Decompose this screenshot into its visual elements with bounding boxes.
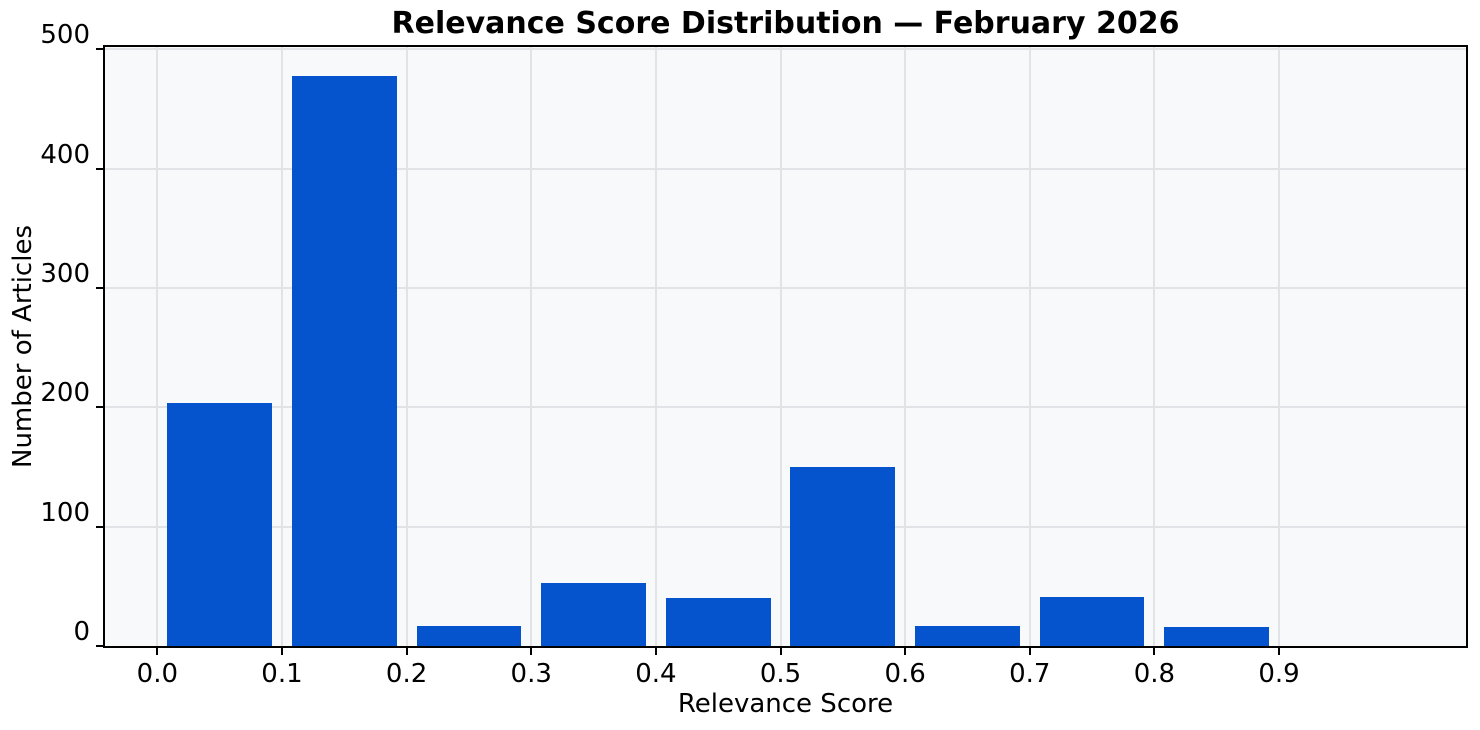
y-gridline <box>105 525 1466 528</box>
histogram-bar <box>167 402 272 646</box>
chart-title: Relevance Score Distribution — February … <box>391 6 1180 41</box>
x-gridline <box>156 47 159 646</box>
y-tick-label: 500 <box>40 20 90 51</box>
y-tick <box>96 645 105 647</box>
x-tick-label: 0.4 <box>635 659 677 689</box>
x-gridline <box>779 47 782 646</box>
y-tick <box>96 525 105 528</box>
y-gridline <box>105 406 1466 409</box>
x-tick-label: 0.2 <box>385 659 428 689</box>
y-tick-label: 100 <box>40 497 90 528</box>
x-tick <box>405 646 408 655</box>
y-tick-label: 200 <box>40 378 90 409</box>
x-gridline <box>904 47 907 646</box>
y-tick-label: 300 <box>40 259 90 290</box>
x-gridline <box>1278 47 1281 646</box>
x-tick <box>1153 646 1156 655</box>
x-axis-label: Relevance Score <box>677 689 894 719</box>
histogram-bar <box>790 467 896 646</box>
x-tick-label: 0.9 <box>1258 659 1300 689</box>
x-gridline <box>1028 47 1031 646</box>
x-tick-label: 0.8 <box>1133 659 1176 689</box>
x-gridline <box>280 47 283 646</box>
x-tick <box>1028 646 1031 655</box>
x-tick-label: 0.7 <box>1009 659 1051 689</box>
x-gridline <box>405 47 408 646</box>
x-tick <box>530 646 533 655</box>
x-tick-label: 0.1 <box>261 659 303 689</box>
x-gridline <box>1153 47 1156 646</box>
x-tick <box>904 646 907 655</box>
x-tick-label: 0.3 <box>510 659 552 689</box>
histogram-bar <box>915 625 1020 646</box>
x-tick-label: 0.0 <box>136 659 179 689</box>
plot-area: 0.0 0.1 0.2 0.3 0.4 0.5 0.6 0.7 0.8 0.9 0 100 200 300… <box>40 20 1468 689</box>
y-tick <box>96 287 105 290</box>
y-tick <box>96 167 105 170</box>
y-tick <box>96 406 105 409</box>
y-gridline <box>105 48 1466 51</box>
x-tick-label: 0.5 <box>759 659 802 689</box>
x-tick <box>654 646 657 655</box>
y-tick-label: 0 <box>73 617 90 647</box>
y-gridline <box>105 167 1466 170</box>
histogram-bar <box>291 75 397 646</box>
y-tick-label: 400 <box>40 139 90 170</box>
x-gridline <box>654 47 657 646</box>
x-gridline <box>530 47 533 646</box>
y-axis-label: Number of Articles <box>8 225 38 468</box>
histogram-bar <box>665 598 771 646</box>
x-tick <box>280 646 283 655</box>
y-tick <box>96 48 105 51</box>
x-tick <box>1278 646 1281 655</box>
histogram-bar <box>1164 626 1270 646</box>
histogram-bar <box>541 582 646 646</box>
histogram-bar <box>416 625 522 646</box>
histogram-bar <box>1039 597 1145 646</box>
x-tick <box>779 646 782 655</box>
y-gridline <box>105 287 1466 290</box>
x-tick <box>156 646 159 655</box>
x-tick-label: 0.6 <box>884 659 926 689</box>
